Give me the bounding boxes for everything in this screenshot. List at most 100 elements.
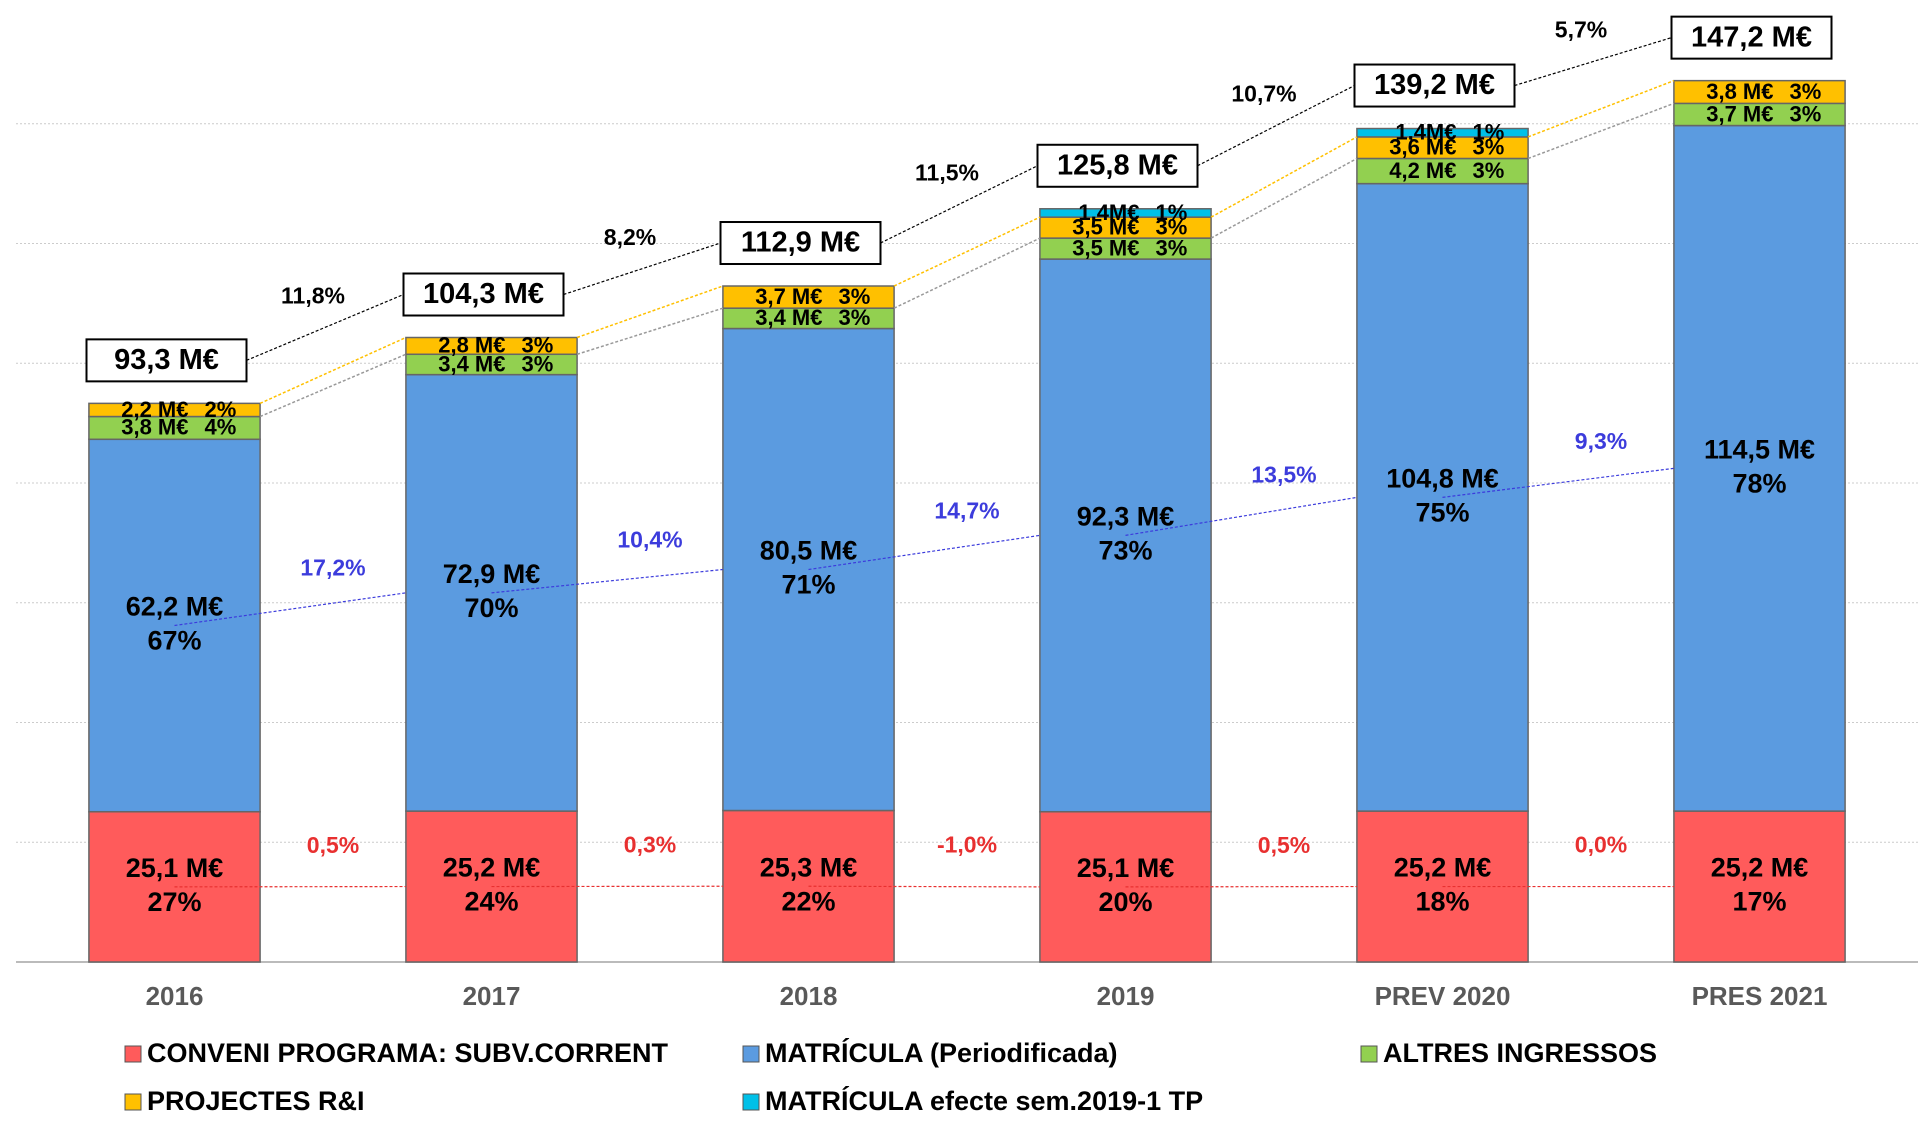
segment-value-label: 1,4M€ xyxy=(1395,120,1456,145)
segment-value-label: 3,4 M€ xyxy=(438,351,505,376)
trend-line xyxy=(893,216,1041,287)
segment-share-label: 75% xyxy=(1415,497,1469,527)
segment-share-label: 1% xyxy=(1473,120,1505,145)
segment-share-label: 3% xyxy=(1790,101,1822,126)
segment-value-label: 25,1 M€ xyxy=(1077,853,1175,883)
growth-label: 10,4% xyxy=(617,526,682,552)
x-tick-label: 2016 xyxy=(146,981,204,1011)
total-growth-label: 11,8% xyxy=(281,283,345,309)
segment-share-label: 3% xyxy=(839,284,871,309)
growth-label: 17,2% xyxy=(300,554,365,580)
trend-line xyxy=(576,307,724,355)
x-tick-label: PREV 2020 xyxy=(1375,981,1511,1011)
segment-value-label: 3,7 M€ xyxy=(755,284,822,309)
total-growth-line xyxy=(1514,37,1672,87)
segment-share-label: 3% xyxy=(1473,158,1505,183)
segment-value-label: 25,1 M€ xyxy=(126,853,224,883)
segment-value-label: 62,2 M€ xyxy=(126,592,224,622)
segment-value-label: 1,4M€ xyxy=(1078,200,1139,225)
total-box xyxy=(1353,63,1516,108)
total-label: 139,2 M€ xyxy=(1374,69,1495,101)
total-growth-label: 5,7% xyxy=(1555,17,1607,43)
segment-share-label: 1% xyxy=(1156,200,1188,225)
segment-value-label: 3,7 M€ xyxy=(1706,101,1773,126)
segment-share-label: 20% xyxy=(1098,887,1152,917)
growth-label: 14,7% xyxy=(934,498,999,524)
growth-line xyxy=(1442,467,1674,498)
legend-swatch xyxy=(742,1093,760,1111)
segment-value-label: 3,5 M€ xyxy=(1072,214,1139,239)
segment-value-label: 3,5 M€ xyxy=(1072,235,1139,260)
total-growth-label: 10,7% xyxy=(1231,81,1296,107)
trend-line xyxy=(1210,136,1358,218)
growth-label: 0,5% xyxy=(307,832,359,858)
legend-label: MATRÍCULA efecte sem.2019-1 TP xyxy=(765,1085,1203,1116)
segment-share-label: 24% xyxy=(464,887,518,917)
total-label: 104,3 M€ xyxy=(423,278,544,310)
growth-label: 9,3% xyxy=(1575,428,1627,454)
growth-line xyxy=(808,534,1040,571)
total-box xyxy=(1670,15,1833,60)
segment-share-label: 22% xyxy=(781,886,835,916)
x-tick-label: 2018 xyxy=(780,981,838,1011)
legend-swatch xyxy=(124,1045,142,1063)
trend-line xyxy=(1527,102,1675,160)
segment-share-label: 17% xyxy=(1732,887,1786,917)
x-tick-label: 2017 xyxy=(463,981,521,1011)
segment-share-label: 18% xyxy=(1415,887,1469,917)
segment-share-label: 3% xyxy=(1156,235,1188,260)
total-growth-line xyxy=(246,293,404,361)
segment-value-label: 25,3 M€ xyxy=(760,852,858,882)
growth-line xyxy=(1125,496,1358,536)
segment-share-label: 3% xyxy=(522,351,554,376)
segment-value-label: 92,3 M€ xyxy=(1077,502,1175,532)
trend-line xyxy=(1210,157,1358,239)
trend-line xyxy=(576,285,724,339)
total-label: 147,2 M€ xyxy=(1691,21,1812,53)
bar-segment xyxy=(1356,127,1529,138)
growth-label: 0,5% xyxy=(1258,832,1310,858)
segment-value-label: 2,2 M€ xyxy=(121,397,188,422)
segment-share-label: 3% xyxy=(522,333,554,358)
segment-value-label: 2,8 M€ xyxy=(438,333,505,358)
segment-share-label: 70% xyxy=(464,593,518,623)
bar-segment xyxy=(1039,208,1212,218)
segment-share-label: 67% xyxy=(147,626,201,656)
segment-share-label: 71% xyxy=(781,570,835,600)
legend-label: ALTRES INGRESSOS xyxy=(1383,1038,1657,1068)
growth-label: 0,0% xyxy=(1575,832,1627,858)
total-growth-line xyxy=(1197,85,1355,167)
total-growth-line xyxy=(880,165,1038,244)
total-growth-label: 8,2% xyxy=(604,224,656,250)
growth-line xyxy=(174,592,406,627)
trend-line xyxy=(259,353,407,418)
segment-value-label: 4,2 M€ xyxy=(1389,158,1456,183)
legend-swatch xyxy=(1360,1045,1378,1063)
segment-value-label: 25,2 M€ xyxy=(443,853,541,883)
segment-share-label: 3% xyxy=(1473,135,1505,160)
total-label: 93,3 M€ xyxy=(114,344,219,376)
segment-value-label: 3,8 M€ xyxy=(121,415,188,440)
legend-label: PROJECTES R&I xyxy=(147,1086,365,1116)
segment-share-label: 78% xyxy=(1732,468,1786,498)
trend-line xyxy=(893,237,1041,309)
bar-segment xyxy=(1356,157,1529,185)
segment-share-label: 2% xyxy=(205,397,237,422)
x-tick-label: PRES 2021 xyxy=(1692,981,1828,1011)
segment-value-label: 72,9 M€ xyxy=(443,559,541,589)
segment-share-label: 73% xyxy=(1098,536,1152,566)
segment-share-label: 3% xyxy=(839,305,871,330)
bar-segment xyxy=(722,285,895,309)
segment-value-label: 3,8 M€ xyxy=(1706,79,1773,104)
growth-line xyxy=(808,885,1040,888)
segment-share-label: 27% xyxy=(147,887,201,917)
trend-line xyxy=(259,336,407,405)
x-tick-label: 2019 xyxy=(1097,981,1155,1011)
segment-value-label: 104,8 M€ xyxy=(1386,463,1499,493)
growth-line xyxy=(491,568,723,594)
segment-value-label: 80,5 M€ xyxy=(760,536,858,566)
total-box xyxy=(719,221,882,266)
segment-share-label: 3% xyxy=(1790,79,1822,104)
segment-share-label: 4% xyxy=(205,415,237,440)
